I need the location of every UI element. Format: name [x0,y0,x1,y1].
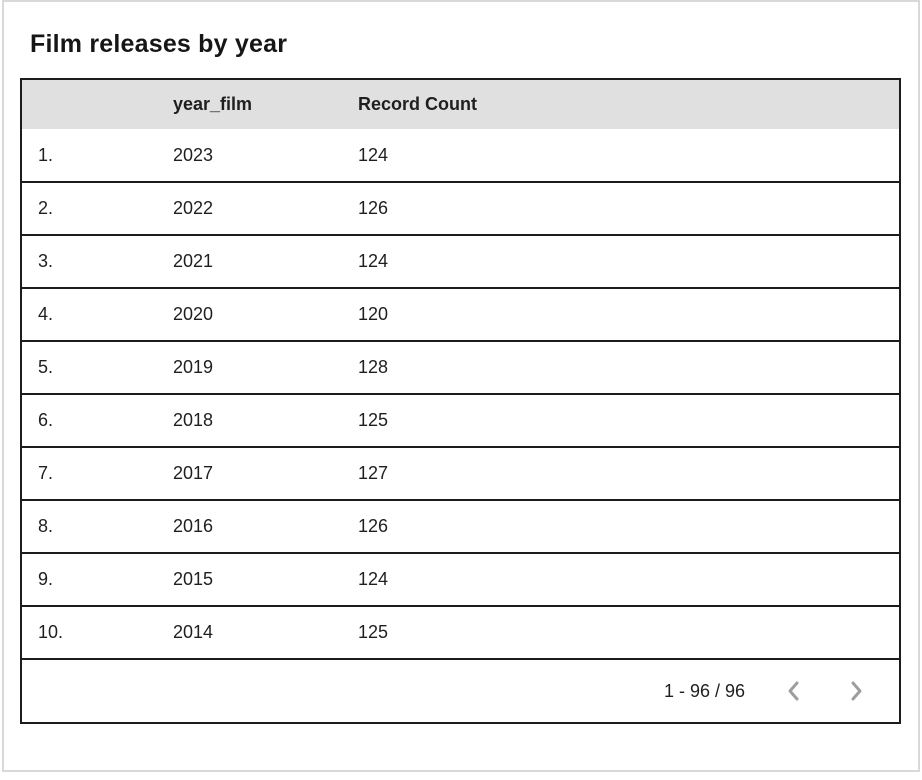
record-count-cell: 120 [358,288,900,341]
chart-title: Film releases by year [30,30,288,58]
record-count-cell: 124 [358,129,900,182]
record-count-cell: 126 [358,500,900,553]
table-row[interactable]: 4. 2020 120 [21,288,900,341]
prev-page-button[interactable] [771,668,817,714]
record-count-cell: 125 [358,394,900,447]
row-index-cell: 6. [21,394,173,447]
year-film-cell: 2020 [173,288,358,341]
header-row: year_film Record Count [21,79,900,129]
table-row[interactable]: 9. 2015 124 [21,553,900,606]
table-row[interactable]: 5. 2019 128 [21,341,900,394]
row-index-cell: 9. [21,553,173,606]
column-header-record-count[interactable]: Record Count [358,79,900,129]
year-film-cell: 2016 [173,500,358,553]
year-film-cell: 2017 [173,447,358,500]
next-page-button[interactable] [833,668,879,714]
record-count-cell: 124 [358,235,900,288]
year-film-cell: 2023 [173,129,358,182]
table-row[interactable]: 10. 2014 125 [21,606,900,659]
row-index-cell: 4. [21,288,173,341]
row-index-cell: 2. [21,182,173,235]
table-row[interactable]: 1. 2023 124 [21,129,900,182]
row-index-cell: 10. [21,606,173,659]
year-film-cell: 2021 [173,235,358,288]
row-index-cell: 7. [21,447,173,500]
year-film-cell: 2018 [173,394,358,447]
year-film-cell: 2014 [173,606,358,659]
record-count-cell: 127 [358,447,900,500]
table-row[interactable]: 7. 2017 127 [21,447,900,500]
row-index-cell: 3. [21,235,173,288]
table-body: 1. 2023 124 2. 2022 126 3. 2021 124 4. 2… [21,129,900,659]
table-header: year_film Record Count [21,79,900,129]
table-row[interactable]: 3. 2021 124 [21,235,900,288]
record-count-cell: 124 [358,553,900,606]
row-index-cell: 8. [21,500,173,553]
pagination-range-label: 1 - 96 / 96 [663,680,745,701]
row-index-cell: 1. [21,129,173,182]
year-film-cell: 2015 [173,553,358,606]
table-row[interactable]: 2. 2022 126 [21,182,900,235]
record-count-cell: 126 [358,182,900,235]
record-count-cell: 128 [358,341,900,394]
film-releases-table: year_film Record Count 1. 2023 124 2. 20… [20,78,901,724]
record-count-cell: 125 [358,606,900,659]
table-row[interactable]: 6. 2018 125 [21,394,900,447]
year-film-cell: 2019 [173,341,358,394]
year-film-cell: 2022 [173,182,358,235]
table-row[interactable]: 8. 2016 126 [21,500,900,553]
column-header-year-film[interactable]: year_film [173,79,358,129]
table-footer: 1 - 96 / 96 [21,659,900,723]
column-header-index [21,79,173,129]
chevron-right-icon [844,679,868,703]
chevron-left-icon [782,679,806,703]
pagination: 1 - 96 / 96 [22,668,899,714]
footer-row: 1 - 96 / 96 [21,659,900,723]
row-index-cell: 5. [21,341,173,394]
